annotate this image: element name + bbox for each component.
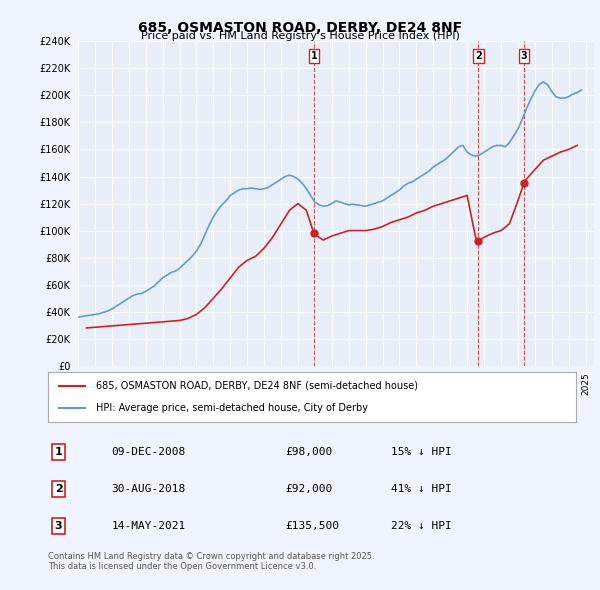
Text: 1: 1 (310, 51, 317, 61)
Text: 15% ↓ HPI: 15% ↓ HPI (391, 447, 452, 457)
Text: HPI: Average price, semi-detached house, City of Derby: HPI: Average price, semi-detached house,… (95, 403, 368, 413)
Text: 3: 3 (55, 521, 62, 531)
Text: £98,000: £98,000 (286, 447, 333, 457)
Text: 2: 2 (55, 484, 62, 494)
Text: 22% ↓ HPI: 22% ↓ HPI (391, 521, 452, 531)
Text: Contains HM Land Registry data © Crown copyright and database right 2025.
This d: Contains HM Land Registry data © Crown c… (48, 552, 374, 571)
Text: 41% ↓ HPI: 41% ↓ HPI (391, 484, 452, 494)
Text: 09-DEC-2008: 09-DEC-2008 (112, 447, 185, 457)
Text: £135,500: £135,500 (286, 521, 340, 531)
Text: 14-MAY-2021: 14-MAY-2021 (112, 521, 185, 531)
Text: 30-AUG-2018: 30-AUG-2018 (112, 484, 185, 494)
Text: 1: 1 (55, 447, 62, 457)
Text: £92,000: £92,000 (286, 484, 333, 494)
Text: Price paid vs. HM Land Registry's House Price Index (HPI): Price paid vs. HM Land Registry's House … (140, 31, 460, 41)
Text: 685, OSMASTON ROAD, DERBY, DE24 8NF: 685, OSMASTON ROAD, DERBY, DE24 8NF (138, 21, 462, 35)
Text: 3: 3 (521, 51, 527, 61)
Text: 2: 2 (475, 51, 482, 61)
Text: 685, OSMASTON ROAD, DERBY, DE24 8NF (semi-detached house): 685, OSMASTON ROAD, DERBY, DE24 8NF (sem… (95, 381, 418, 391)
